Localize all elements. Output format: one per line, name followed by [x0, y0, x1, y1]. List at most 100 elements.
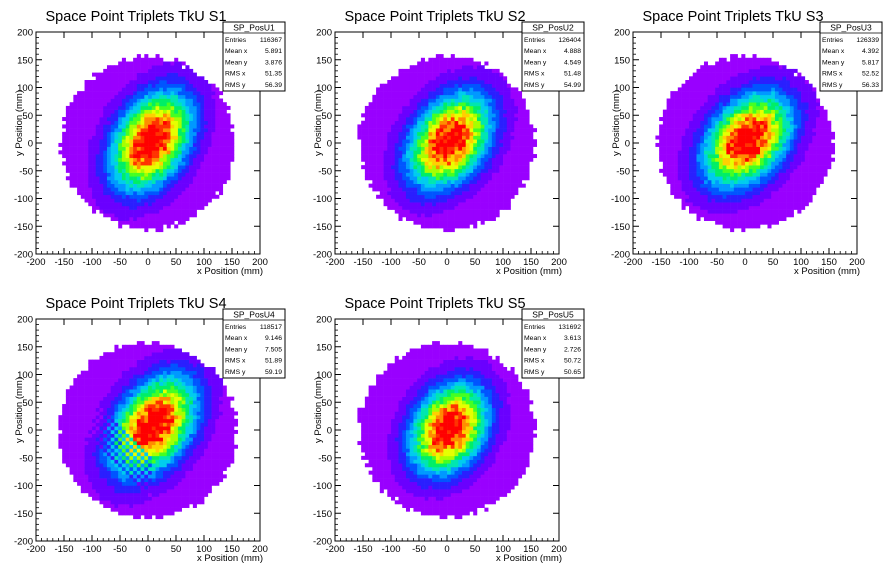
- heatmap-cell: [734, 224, 738, 228]
- heatmap-cell: [197, 117, 201, 121]
- heatmap-cell: [443, 206, 447, 210]
- heatmap-cell: [507, 173, 511, 177]
- heatmap-cell: [391, 198, 395, 202]
- heatmap-cell: [689, 169, 693, 173]
- heatmap-cell: [749, 202, 753, 206]
- heatmap-cell: [455, 176, 459, 180]
- heatmap-cell: [704, 173, 708, 177]
- heatmap-cell: [182, 69, 186, 73]
- heatmap-cell: [372, 184, 376, 188]
- heatmap-cell: [488, 169, 492, 173]
- heatmap-cell: [170, 110, 174, 114]
- heatmap-cell: [361, 136, 365, 140]
- heatmap-cell: [514, 176, 518, 180]
- heatmap-cell: [697, 143, 701, 147]
- heatmap-cell: [741, 58, 745, 62]
- heatmap-cell: [152, 150, 156, 154]
- heatmap-cell: [779, 124, 783, 128]
- heatmap-cell: [667, 150, 671, 154]
- heatmap-cell: [443, 154, 447, 158]
- heatmap-cell: [77, 158, 81, 162]
- heatmap-cell: [208, 143, 212, 147]
- heatmap-cell: [126, 87, 130, 91]
- heatmap-cell: [107, 191, 111, 195]
- heatmap-cell: [526, 161, 530, 165]
- heatmap-cell: [77, 147, 81, 151]
- heatmap-cell: [462, 106, 466, 110]
- heatmap-cell: [215, 184, 219, 188]
- heatmap-cell: [775, 147, 779, 151]
- heatmap-cell: [749, 128, 753, 132]
- heatmap-cell: [771, 165, 775, 169]
- heatmap-cell: [775, 91, 779, 95]
- heatmap-cell: [111, 191, 115, 195]
- heatmap-cell: [674, 99, 678, 103]
- heatmap-cell: [111, 195, 115, 199]
- heatmap-cell: [100, 158, 104, 162]
- heatmap-cell: [421, 165, 425, 169]
- heatmap-cell: [473, 147, 477, 151]
- heatmap-cell: [436, 62, 440, 66]
- heatmap-cell: [711, 110, 715, 114]
- heatmap-cell: [753, 150, 757, 154]
- heatmap-cell: [417, 161, 421, 165]
- heatmap-cell: [738, 110, 742, 114]
- heatmap-cell: [700, 187, 704, 191]
- heatmap-cell: [421, 198, 425, 202]
- heatmap-cell: [193, 95, 197, 99]
- heatmap-cell: [749, 176, 753, 180]
- heatmap-cell: [413, 169, 417, 173]
- heatmap-cell: [753, 58, 757, 62]
- heatmap-cell: [376, 195, 380, 199]
- heatmap-cell: [428, 180, 432, 184]
- heatmap-cell: [193, 169, 197, 173]
- heatmap-cell: [215, 99, 219, 103]
- heatmap-cell: [723, 169, 727, 173]
- heatmap-cell: [365, 117, 369, 121]
- heatmap-cell: [118, 147, 122, 151]
- heatmap-cell: [421, 91, 425, 95]
- heatmap-cell: [88, 173, 92, 177]
- heatmap-cell: [170, 161, 174, 165]
- heatmap-cell: [730, 173, 734, 177]
- heatmap-cell: [126, 154, 130, 158]
- heatmap-cell: [88, 99, 92, 103]
- heatmap-cell: [447, 121, 451, 125]
- heatmap-cell: [432, 184, 436, 188]
- heatmap-cell: [380, 169, 384, 173]
- heatmap-cell: [771, 113, 775, 117]
- heatmap-cell: [726, 128, 730, 132]
- heatmap-cell: [421, 80, 425, 84]
- heatmap-cell: [212, 136, 216, 140]
- heatmap-cell: [670, 147, 674, 151]
- heatmap-cell: [440, 62, 444, 66]
- heatmap-cell: [458, 202, 462, 206]
- heatmap-cell: [122, 139, 126, 143]
- heatmap-cell: [693, 99, 697, 103]
- heatmap-cell: [376, 132, 380, 136]
- heatmap-cell: [711, 80, 715, 84]
- heatmap-cell: [432, 84, 436, 88]
- heatmap-cell: [514, 99, 518, 103]
- heatmap-cell: [440, 73, 444, 77]
- heatmap-cell: [185, 158, 189, 162]
- heatmap-cell: [499, 169, 503, 173]
- heatmap-cell: [369, 106, 373, 110]
- heatmap-cell: [212, 132, 216, 136]
- heatmap-cell: [421, 213, 425, 217]
- heatmap-cell: [85, 128, 89, 132]
- heatmap-cell: [484, 73, 488, 77]
- heatmap-cell: [726, 84, 730, 88]
- heatmap-cell: [215, 173, 219, 177]
- heatmap-cell: [440, 136, 444, 140]
- heatmap-cell: [215, 154, 219, 158]
- heatmap-cell: [726, 187, 730, 191]
- heatmap-cell: [753, 217, 757, 221]
- heatmap-cell: [700, 180, 704, 184]
- heatmap-cell: [451, 128, 455, 132]
- heatmap-cell: [507, 184, 511, 188]
- heatmap-cell: [745, 128, 749, 132]
- stats-label: Entries: [225, 37, 247, 44]
- heatmap-cell: [503, 91, 507, 95]
- heatmap-cell: [455, 136, 459, 140]
